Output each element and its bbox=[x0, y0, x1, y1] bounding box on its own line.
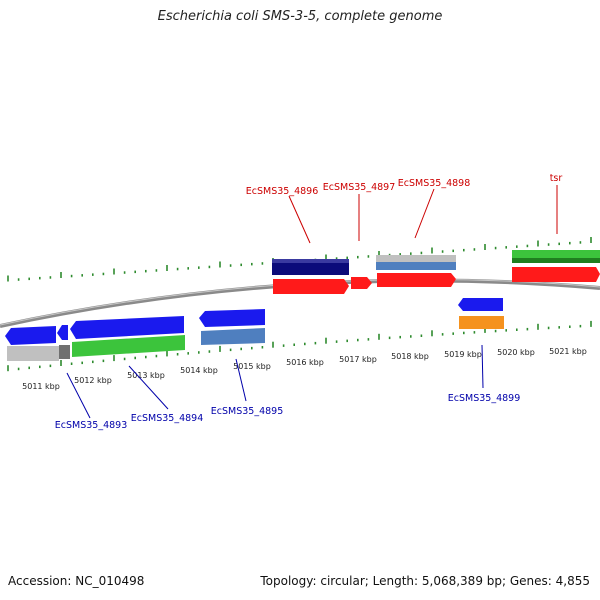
kbp-label: 5012 kbp bbox=[74, 376, 112, 385]
gene-red-arrow-4897[interactable] bbox=[351, 277, 372, 289]
gene-label-tsr[interactable]: tsr bbox=[550, 173, 563, 184]
gene-green-block-tsr bbox=[512, 250, 600, 258]
kbp-label: 5020 kbp bbox=[497, 348, 535, 357]
gene-blue-arrow-4895[interactable] bbox=[199, 309, 265, 327]
gene-blue-arrow-small[interactable] bbox=[57, 325, 68, 340]
leader-line bbox=[66, 372, 91, 419]
gene-gray-block-4898 bbox=[376, 255, 456, 262]
gene-label-4895[interactable]: EcSMS35_4895 bbox=[211, 406, 284, 417]
forward-gene-labels: EcSMS35_4896 EcSMS35_4897 EcSMS35_4898 t… bbox=[246, 173, 563, 244]
leader-line bbox=[288, 195, 311, 244]
map-title: Escherichia coli SMS-3-5, complete genom… bbox=[157, 9, 443, 24]
leader-line bbox=[481, 344, 484, 389]
leader-line bbox=[128, 365, 169, 410]
gene-label-4899[interactable]: EcSMS35_4899 bbox=[448, 393, 521, 404]
gene-label-4898[interactable]: EcSMS35_4898 bbox=[398, 178, 471, 189]
kbp-scale: 5011 kbp 5012 kbp 5013 kbp 5014 kbp 5015… bbox=[22, 347, 587, 391]
kbp-label: 5015 kbp bbox=[233, 362, 271, 371]
gene-gray-block-4893 bbox=[7, 346, 59, 361]
kbp-label: 5016 kbp bbox=[286, 358, 324, 367]
kbp-label: 5018 kbp bbox=[391, 352, 429, 361]
leader-line bbox=[235, 358, 247, 402]
gene-green-block-4894 bbox=[72, 335, 185, 357]
kbp-label: 5011 kbp bbox=[22, 382, 60, 391]
gene-red-arrow-tsr[interactable] bbox=[512, 267, 600, 282]
topology-text: Topology: circular; Length: 5,068,389 bp… bbox=[260, 574, 590, 588]
gene-label-4893[interactable]: EcSMS35_4893 bbox=[55, 420, 128, 431]
kbp-label: 5021 kbp bbox=[549, 347, 587, 356]
gene-steel-block-4898[interactable] bbox=[376, 262, 456, 270]
gene-red-arrow-4898[interactable] bbox=[377, 273, 456, 287]
reverse-gene-labels: EcSMS35_4893 EcSMS35_4894 EcSMS35_4895 E… bbox=[55, 344, 521, 431]
gene-label-4897[interactable]: EcSMS35_4897 bbox=[323, 182, 396, 193]
gene-red-arrow-4896[interactable] bbox=[273, 279, 349, 294]
gene-blue-arrow-4899[interactable] bbox=[458, 298, 503, 311]
accession-text: Accession: NC_010498 bbox=[8, 574, 145, 588]
gene-steel-block-4895[interactable] bbox=[201, 328, 265, 345]
gene-blue-arrow-4893[interactable] bbox=[5, 326, 56, 345]
kbp-label: 5013 kbp bbox=[127, 371, 165, 380]
gene-track-top-right bbox=[272, 250, 600, 294]
lower-tick-row bbox=[7, 320, 592, 372]
kbp-label: 5017 kbp bbox=[339, 355, 377, 364]
gene-label-4894[interactable]: EcSMS35_4894 bbox=[131, 413, 204, 424]
gene-navy-block-shade bbox=[272, 259, 349, 263]
gene-track-bottom-right bbox=[458, 298, 504, 329]
kbp-label: 5014 kbp bbox=[180, 366, 218, 375]
gene-label-4896[interactable]: EcSMS35_4896 bbox=[246, 186, 319, 197]
gene-orange-block-4899[interactable] bbox=[459, 316, 504, 329]
gene-track-bottom-left bbox=[5, 309, 265, 361]
gene-darkgray-block bbox=[59, 345, 70, 359]
leader-line bbox=[414, 188, 435, 239]
kbp-label: 5019 kbp bbox=[444, 350, 482, 359]
gene-green-dark-tsr bbox=[512, 258, 600, 263]
gene-blue-arrow-4894[interactable] bbox=[70, 316, 184, 339]
